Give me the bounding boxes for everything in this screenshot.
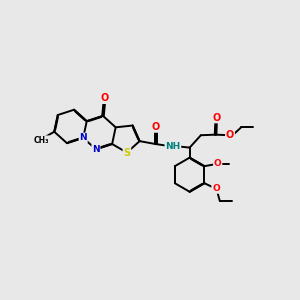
Text: O: O <box>100 93 109 103</box>
Text: N: N <box>92 145 100 154</box>
Text: CH₃: CH₃ <box>34 136 49 145</box>
Text: NH: NH <box>165 142 181 151</box>
Text: O: O <box>212 184 220 193</box>
Text: S: S <box>123 148 130 158</box>
Text: O: O <box>214 159 222 168</box>
Text: O: O <box>226 130 234 140</box>
Text: N: N <box>80 134 87 142</box>
Text: O: O <box>152 122 160 132</box>
Text: O: O <box>212 112 220 123</box>
